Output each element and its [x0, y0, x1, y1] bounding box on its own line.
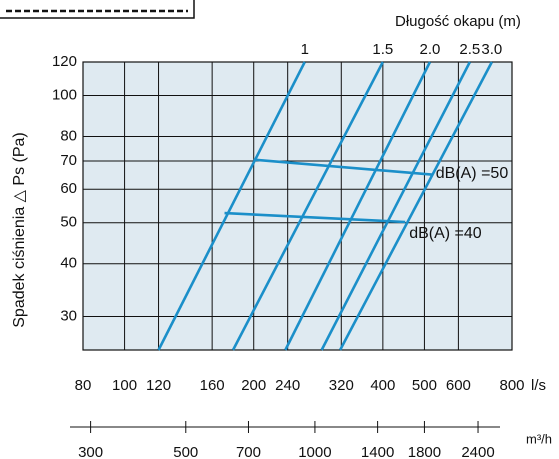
x-tick-label: 500 — [412, 377, 437, 394]
series-line — [157, 61, 306, 351]
y-tick-label: 40 — [60, 255, 77, 272]
y-tick-label: 100 — [52, 86, 77, 103]
y-tick-label: 70 — [60, 152, 77, 169]
x-tick-label: 320 — [329, 377, 354, 394]
y-axis-label: Spadek ciśnienia △ Ps (Pa) — [11, 132, 28, 328]
x-tick-label: 120 — [146, 377, 171, 394]
x2-tick-label: 1800 — [408, 444, 441, 459]
series-line — [284, 61, 432, 351]
x2-tick-label: 1000 — [298, 444, 331, 459]
y-tick-label: 80 — [60, 127, 77, 144]
x-tick-label: 400 — [370, 377, 395, 394]
x-tick-label: 100 — [112, 377, 137, 394]
legend-box — [0, 0, 195, 19]
y-tick-label: 30 — [60, 307, 77, 324]
plot-background — [82, 61, 513, 351]
x-tick-label: 240 — [275, 377, 300, 394]
x2-tick-label: 2400 — [461, 444, 494, 459]
series-label: 1.5 — [372, 41, 393, 58]
x-tick-label: 160 — [200, 377, 225, 394]
series-line — [224, 211, 406, 224]
x-tick-label: 200 — [241, 377, 266, 394]
series-line — [320, 61, 471, 351]
x2-tick-label: 1400 — [361, 444, 394, 459]
series-label: dB(A) =50 — [436, 165, 509, 182]
chart-title: Długość okapu (m) — [395, 13, 521, 30]
x-tick-label: 80 — [75, 377, 92, 394]
x2-axis-label: m³/h — [526, 431, 552, 446]
series-label: dB(A) =40 — [409, 225, 482, 242]
x2-tick-label: 300 — [78, 444, 103, 459]
x-axis-label: l/s — [531, 377, 546, 394]
y-tick-label: 50 — [60, 214, 77, 231]
series-label: 2.5 — [459, 41, 480, 58]
series-label: 2.0 — [420, 41, 441, 58]
x2-tick-label: 700 — [236, 444, 261, 459]
series-label: 3.0 — [481, 41, 502, 58]
series-label: 1 — [301, 41, 309, 58]
y-tick-label: 120 — [52, 53, 77, 70]
x-tick-label: 800 — [499, 377, 524, 394]
series-line — [338, 61, 494, 351]
series-line — [253, 158, 432, 176]
series-line — [231, 61, 385, 351]
y-tick-label: 60 — [60, 180, 77, 197]
x2-tick-label: 500 — [173, 444, 198, 459]
x-tick-label: 600 — [446, 377, 471, 394]
